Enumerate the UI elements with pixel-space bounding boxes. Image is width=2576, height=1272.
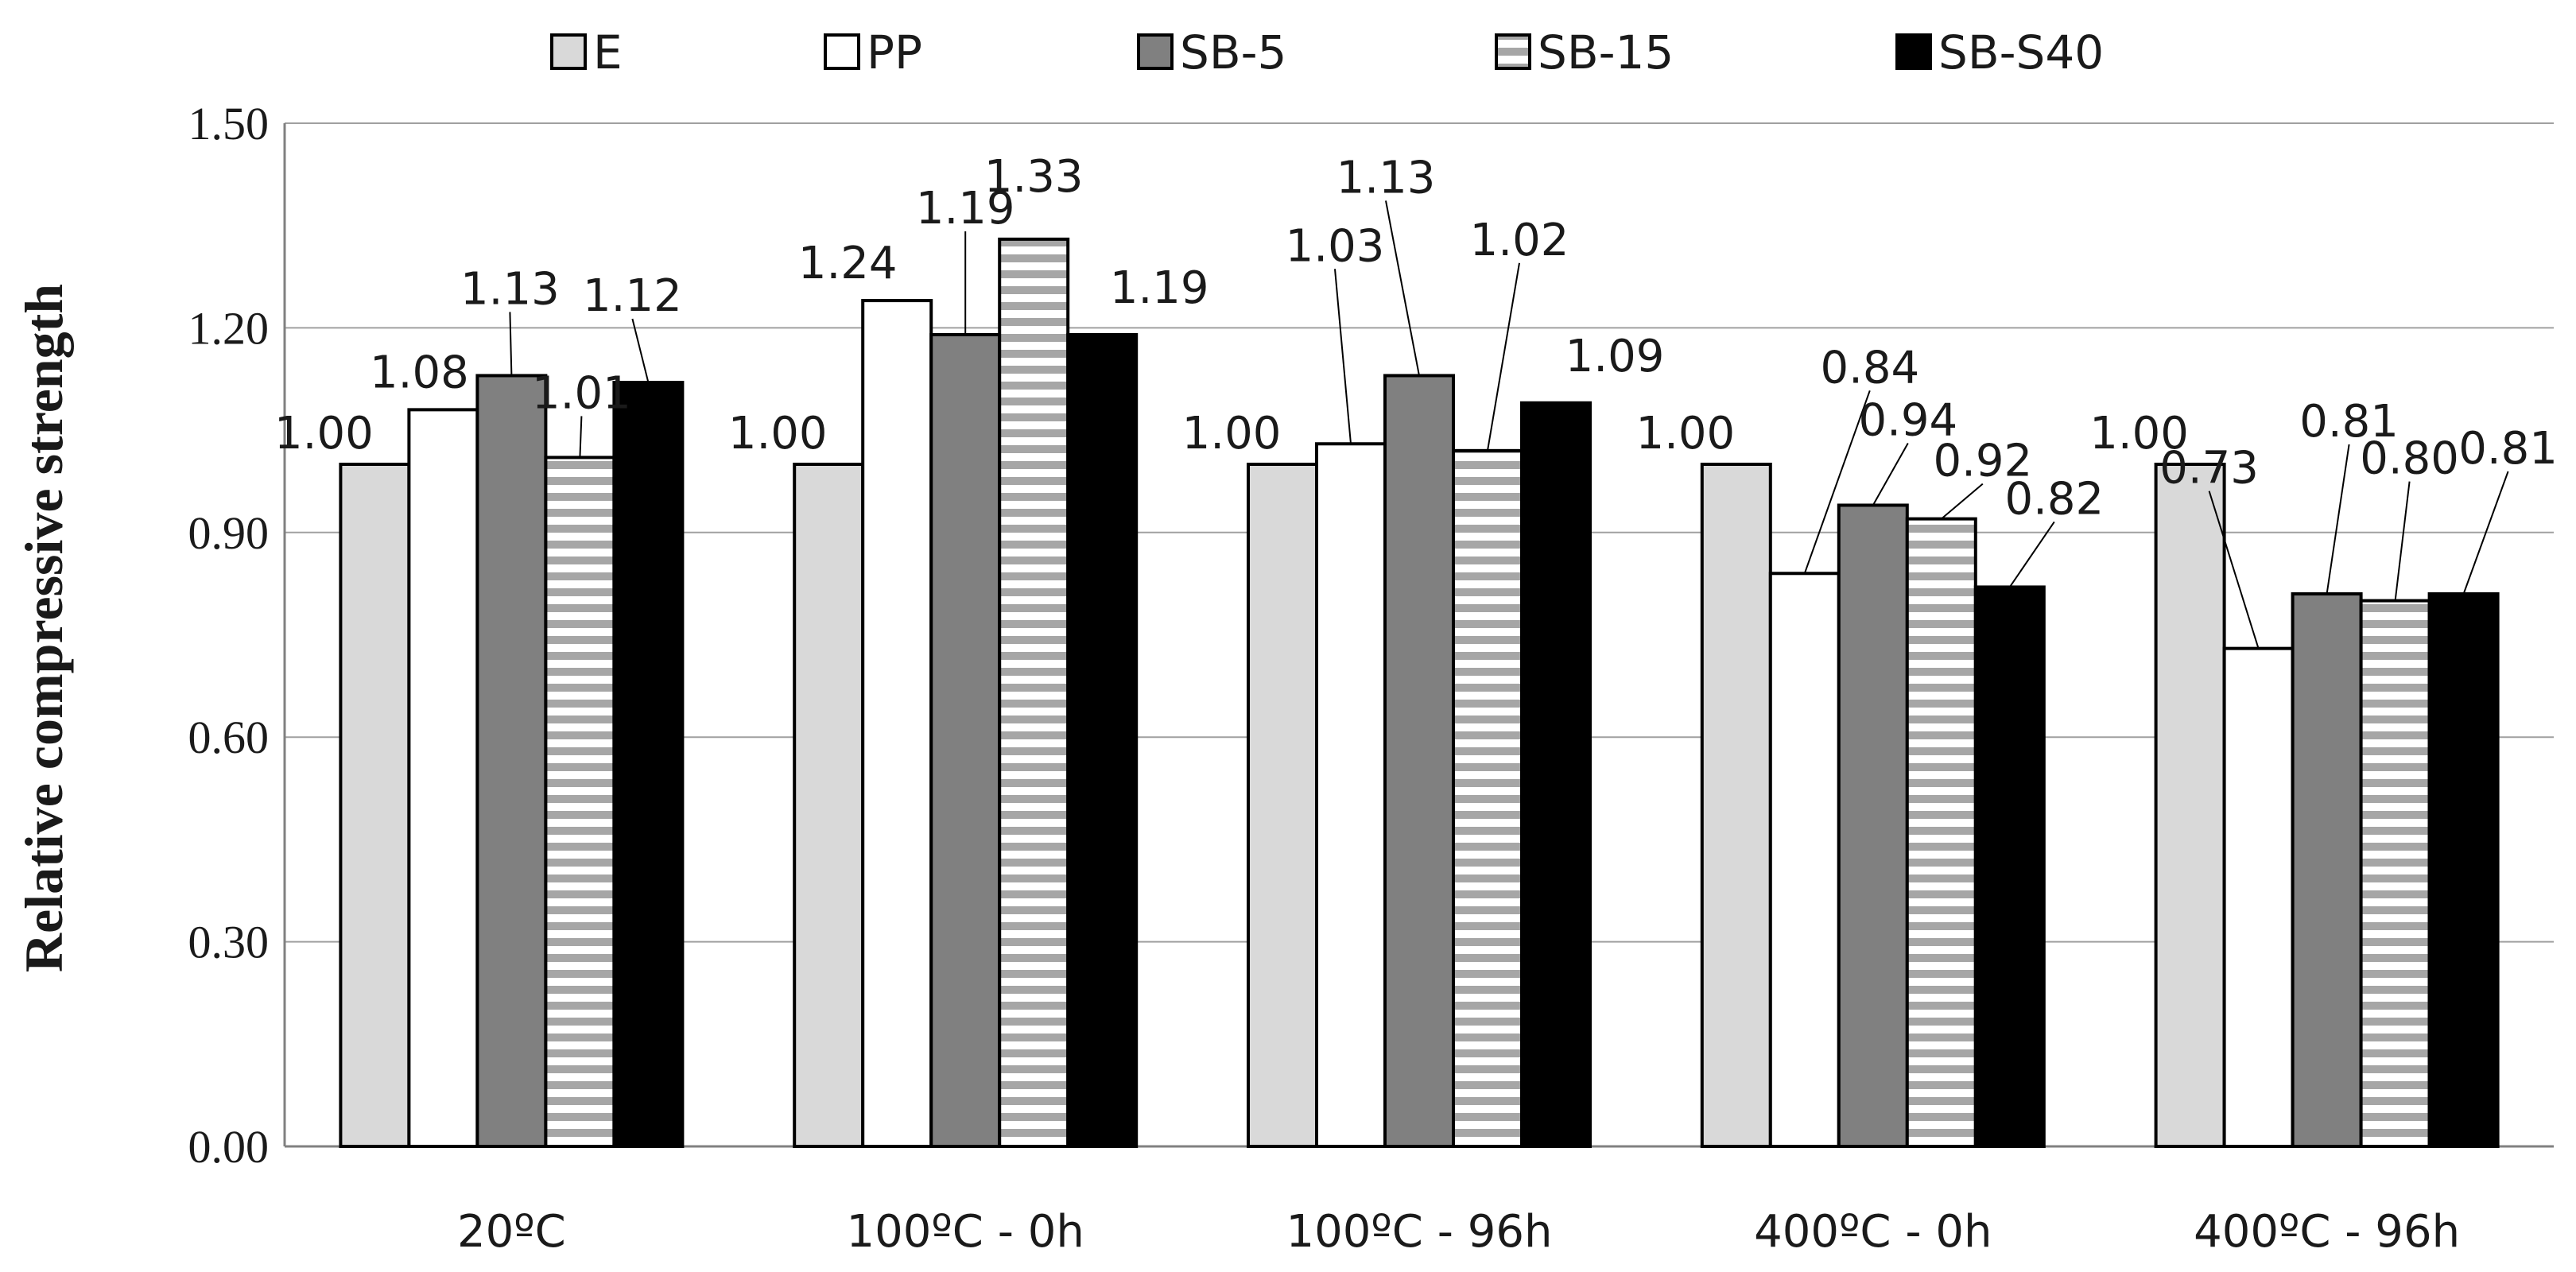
bar-sb-s40 [1520, 401, 1592, 1148]
axes: 0.00 0.30 0.60 0.90 1.20 1.50 20ºC 100ºC - 0h 10… [188, 98, 2554, 1258]
leader-line [579, 416, 583, 458]
data-label: 0.82 [2004, 473, 2104, 525]
data-label: 1.00 [274, 408, 374, 460]
data-label: 1.19 [1110, 262, 1209, 314]
bar-sb-15 [998, 237, 1070, 1148]
data-label: 1.00 [1182, 408, 1282, 460]
legend-label: PP [867, 25, 922, 80]
leader-line [1385, 200, 1420, 376]
data-label: 1.19 [916, 183, 1015, 235]
bar-e [339, 463, 411, 1148]
y-tick-label: 0.00 [188, 1121, 270, 1173]
leader-line [2208, 491, 2260, 649]
data-label: 1.00 [728, 408, 828, 460]
y-tick-label: 0.60 [188, 712, 270, 763]
data-label: 1.09 [1565, 331, 1665, 382]
leader-line [1487, 262, 1520, 452]
data-label: 1.24 [798, 238, 898, 289]
bars [339, 237, 2500, 1149]
data-label: 1.13 [1336, 152, 1436, 204]
data-label: 1.12 [583, 270, 682, 322]
data-label: 0.92 [1933, 436, 2032, 487]
y-tick-label: 1.20 [188, 302, 270, 354]
bar-sb-5 [929, 332, 1002, 1149]
x-category-label: 100ºC - 96h [1286, 1206, 1553, 1258]
leader-lines [509, 200, 2509, 649]
legend-swatch [550, 33, 587, 70]
data-label: 1.03 [1286, 220, 1385, 272]
bar-pp [1315, 442, 1387, 1148]
bar-sb-15 [2359, 599, 2431, 1148]
y-tick-label: 1.50 [188, 98, 270, 149]
x-category-label: 100ºC - 0h [847, 1206, 1084, 1258]
data-label: 0.81 [2299, 396, 2399, 448]
leader-line [1872, 442, 1909, 506]
bar-sb-s40 [1066, 332, 1139, 1149]
data-label: 1.33 [984, 151, 1084, 203]
bar-sb-5 [1383, 374, 1455, 1148]
data-label: 1.00 [2089, 408, 2189, 460]
bar-sb-15 [1905, 517, 1977, 1148]
leader-line [1941, 483, 1984, 520]
y-tick-label: 0.30 [188, 917, 270, 968]
bar-sb-5 [1837, 503, 1909, 1148]
legend-swatch [824, 33, 860, 70]
legend-swatch [1895, 33, 1932, 70]
legend: E PP SB-5 SB-15 SB-S40 [550, 25, 2104, 80]
x-category-label: 20ºC [457, 1206, 566, 1258]
data-label: 0.84 [1820, 342, 1919, 394]
y-axis-title: Relative compressive strength [14, 284, 74, 972]
leader-line [1334, 269, 1352, 444]
data-label: 0.80 [2360, 433, 2459, 485]
data-label: 1.13 [460, 263, 560, 315]
bar-pp [2222, 646, 2295, 1148]
bar-e [1247, 463, 1318, 1148]
bar-sb-s40 [1973, 585, 2046, 1148]
leader-line [2326, 444, 2350, 595]
legend-label: SB-15 [1538, 25, 1674, 80]
bar-e [2154, 463, 2226, 1148]
legend-swatch [1495, 33, 1531, 70]
data-label: 1.08 [370, 347, 469, 398]
bar-pp [407, 408, 479, 1148]
leader-line [631, 318, 650, 383]
legend-label: E [593, 25, 623, 80]
legend-label: SB-S40 [1938, 25, 2104, 80]
leader-line [509, 312, 513, 376]
bar-pp [1768, 572, 1841, 1148]
bar-sb-15 [544, 456, 616, 1148]
data-labels: 1.001.081.131.011.121.001.241.191.331.19… [274, 151, 2558, 525]
leader-line [2394, 481, 2411, 601]
x-category-label: 400ºC - 96h [2194, 1206, 2460, 1258]
bar-sb-5 [2291, 592, 2363, 1148]
leader-line [1803, 390, 1871, 574]
bar-e [793, 463, 865, 1148]
leader-line [2462, 471, 2509, 595]
data-label: 1.00 [1635, 408, 1735, 460]
data-label: 0.73 [2159, 443, 2259, 494]
bar-e [1700, 463, 1772, 1148]
data-label: 0.94 [1858, 394, 1957, 446]
bar-sb-s40 [2427, 592, 2500, 1148]
y-tick-label: 0.90 [188, 507, 270, 559]
bar-sb-s40 [612, 381, 685, 1149]
x-category-label: 400ºC - 0h [1754, 1206, 1992, 1258]
leader-line [2008, 521, 2055, 588]
data-label: 0.81 [2458, 423, 2558, 475]
legend-swatch [1137, 33, 1174, 70]
bar-sb-15 [1452, 448, 1523, 1148]
bar-pp [861, 299, 933, 1149]
data-label: 1.02 [1470, 215, 1569, 266]
legend-label: SB-5 [1180, 25, 1286, 80]
data-label: 1.01 [532, 367, 631, 419]
bar-sb-5 [475, 374, 548, 1148]
